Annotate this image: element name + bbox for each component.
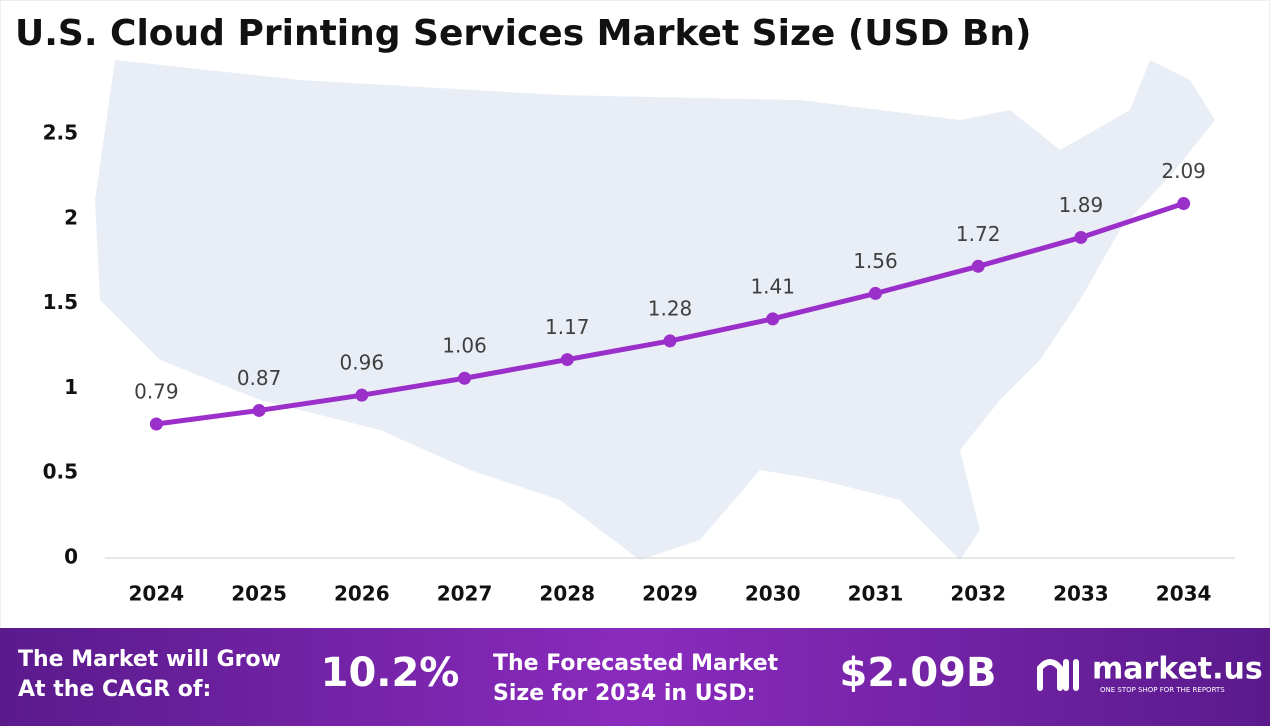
forecast-label: Size for 2034 in USD:: [493, 681, 756, 706]
data-point: [766, 312, 780, 326]
forecast-label: The Forecasted Market: [493, 651, 779, 676]
x-tick-label: 2031: [848, 582, 904, 606]
y-tick-label: 2: [64, 205, 78, 229]
data-point: [663, 334, 677, 348]
data-point: [560, 353, 574, 367]
x-tick-label: 2027: [437, 582, 493, 606]
brand-logo: [1037, 659, 1079, 691]
data-label: 1.56: [853, 249, 898, 273]
data-point: [1177, 197, 1191, 211]
data-point: [355, 388, 369, 402]
tagline: ONE STOP SHOP FOR THE REPORTS: [1100, 686, 1225, 694]
x-tick-label: 2026: [334, 582, 390, 606]
y-tick-label: 0: [64, 545, 78, 569]
cagr-label: The Market will Grow: [18, 647, 281, 672]
data-label: 1.89: [1059, 193, 1104, 217]
data-label: 1.06: [442, 334, 487, 358]
data-label: 1.17: [545, 315, 590, 339]
x-tick-label: 2024: [129, 582, 185, 606]
brand: market.us: [1092, 652, 1263, 687]
forecast-value: $2.09B: [839, 650, 996, 696]
data-label: 1.41: [750, 274, 795, 298]
data-label: 0.87: [237, 366, 282, 390]
x-tick-label: 2025: [231, 582, 287, 606]
x-tick-label: 2029: [642, 582, 698, 606]
data-label: 0.96: [340, 351, 385, 375]
x-tick-label: 2030: [745, 582, 801, 606]
map-background: [95, 60, 1215, 560]
y-tick-label: 0.5: [43, 460, 78, 484]
x-tick-label: 2032: [950, 582, 1006, 606]
data-label: 2.09: [1161, 159, 1206, 183]
x-tick-label: 2033: [1053, 582, 1109, 606]
data-label: 1.28: [648, 296, 693, 320]
data-point: [1074, 230, 1088, 244]
cagr-value: 10.2%: [321, 650, 460, 696]
y-tick-label: 1.5: [43, 290, 78, 314]
data-point: [458, 371, 472, 385]
data-point: [149, 417, 163, 431]
x-tick-label: 2034: [1156, 582, 1212, 606]
data-point: [252, 403, 266, 417]
data-point: [868, 286, 882, 300]
y-tick-label: 2.5: [43, 121, 78, 145]
data-point: [971, 259, 985, 273]
data-label: 1.72: [956, 222, 1001, 246]
y-tick-label: 1: [64, 375, 78, 399]
data-label: 0.79: [134, 380, 179, 404]
chart-title: U.S. Cloud Printing Services Market Size…: [15, 13, 1031, 54]
cagr-label: At the CAGR of:: [18, 677, 211, 702]
x-tick-label: 2028: [539, 582, 595, 606]
